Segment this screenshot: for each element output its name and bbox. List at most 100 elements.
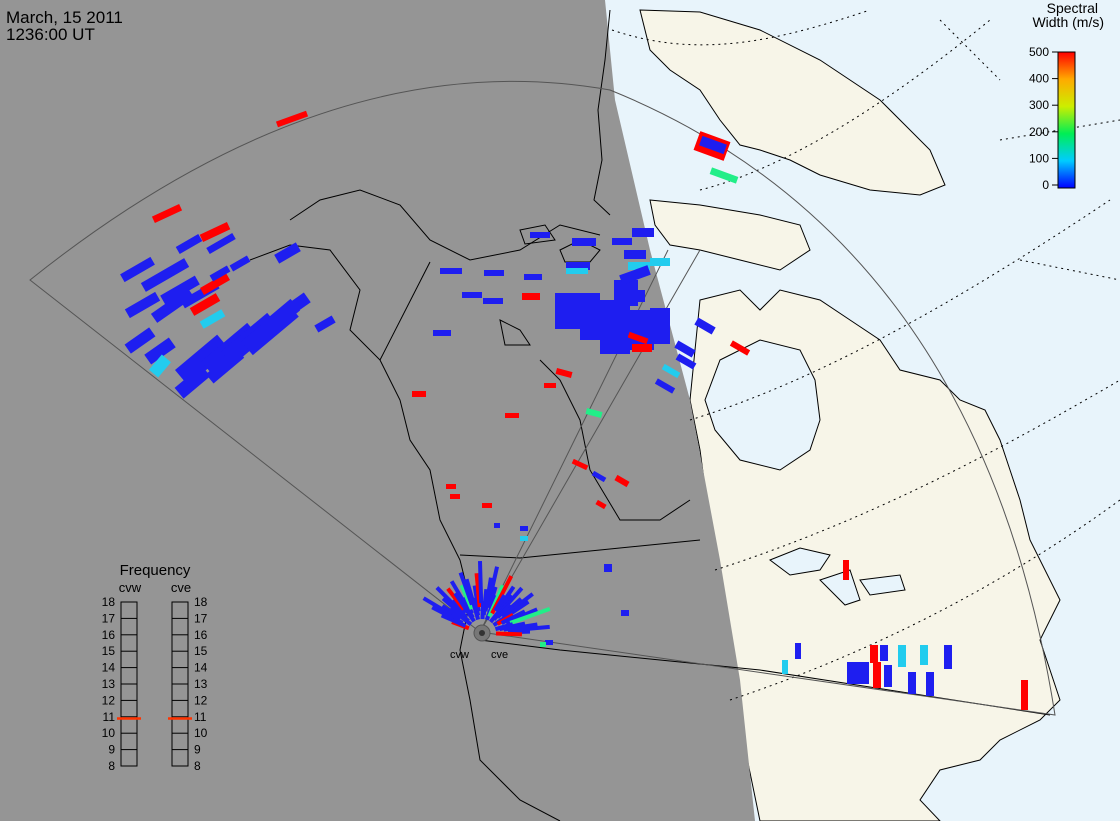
near-range-cell	[497, 585, 516, 610]
radar-site-dot	[479, 630, 485, 636]
scatter-cell	[540, 642, 546, 647]
scatter-cell	[279, 292, 311, 320]
frequency-tick-label: 12	[102, 693, 116, 707]
scatter-cell	[908, 672, 916, 694]
scatter-cell	[229, 255, 251, 272]
near-range-cell	[477, 560, 484, 604]
date-label: March, 15 2011	[6, 8, 123, 27]
frequency-tick-label: 15	[102, 644, 116, 658]
scatter-cell	[160, 275, 200, 305]
frequency-tick-label: 16	[194, 628, 208, 642]
near-range-cell	[441, 604, 459, 618]
scatter-cell	[612, 238, 632, 245]
frequency-tick-label: 9	[194, 743, 201, 757]
scatter-cell	[566, 268, 588, 274]
scatter-cell	[898, 645, 906, 667]
frequency-tick-label: 9	[108, 743, 115, 757]
colorbar-tick-label: 0	[1042, 178, 1049, 192]
scatter-cell	[572, 238, 596, 246]
near-range-cell	[422, 596, 461, 622]
scatter-cell	[544, 383, 556, 388]
scatter-cell	[571, 458, 589, 471]
frequency-tick-label: 8	[108, 759, 115, 773]
scatter-cell	[626, 310, 654, 350]
scatter-cell	[729, 340, 751, 356]
scatter-cell	[175, 334, 230, 386]
scatter-cell	[174, 365, 211, 399]
scatter-cell	[619, 265, 651, 285]
scatter-cell	[314, 315, 336, 333]
scatter-cell	[412, 391, 426, 397]
night-shade	[0, 0, 755, 821]
scatter-cell	[880, 645, 888, 661]
scatter-cell	[926, 672, 934, 696]
radar-label-cvw: cvw	[450, 649, 469, 661]
frequency-tick-label: 8	[194, 759, 201, 773]
frequency-panel: Frequency cvw cve 18 17 16 15 14 13 12 11 10 9 8 18…	[102, 562, 208, 773]
frequency-tick-label: 11	[194, 710, 207, 724]
scatter-cell	[1021, 680, 1028, 710]
frequency-tick-label: 14	[102, 661, 116, 675]
colorbar-tick-label: 300	[1029, 98, 1049, 112]
scatter-cell	[124, 291, 161, 319]
frequency-title: Frequency	[120, 562, 191, 579]
scatter-cell	[209, 265, 231, 282]
scatter-cell	[709, 167, 739, 184]
scatter-cell	[144, 337, 176, 365]
scatter-cell	[595, 499, 607, 510]
scatter-cell	[494, 523, 500, 528]
near-range-cell	[495, 631, 523, 637]
scatter-cell	[148, 354, 172, 378]
great-lakes	[768, 547, 906, 606]
scatter-cell	[847, 662, 869, 684]
scatter-cell	[624, 250, 646, 259]
scatter-cell	[446, 484, 456, 489]
scatter-cell	[627, 331, 649, 345]
scatter-cell	[870, 645, 878, 663]
scatter-cell	[140, 258, 190, 292]
near-range-cell	[458, 572, 474, 606]
frequency-tick-label: 16	[102, 628, 116, 642]
frequency-tick-label: 10	[194, 726, 208, 740]
scatter-cell	[175, 234, 203, 254]
frequency-tick-label: 18	[102, 595, 116, 609]
scatter-cell	[150, 288, 195, 323]
near-range-cell	[485, 566, 500, 609]
near-range-cell	[509, 606, 551, 625]
frequency-tick-label: 12	[194, 693, 208, 707]
scatter-cell	[585, 408, 603, 418]
scatter-cell	[275, 110, 309, 128]
scatter-cell	[462, 292, 482, 298]
radar-fov	[29, 80, 1056, 716]
scatter-cell	[199, 309, 226, 329]
radar-label-cve: cve	[491, 649, 508, 661]
scatter-cell	[650, 258, 670, 266]
scatter-cell	[520, 536, 528, 541]
scatter-cell	[632, 228, 654, 237]
near-range-cell	[451, 598, 467, 615]
near-range-cell	[504, 592, 534, 617]
frequency-radar-cvw: cvw	[119, 580, 142, 595]
scatter-cell	[555, 368, 573, 378]
scatter-cell	[699, 135, 727, 155]
near-range-cell	[507, 624, 550, 633]
scatter-cell	[600, 320, 628, 346]
frequency-tick-label: 14	[194, 661, 208, 675]
near-range-cell	[493, 594, 507, 612]
scatter-cell	[482, 503, 492, 508]
scatter-cell	[520, 526, 528, 531]
scatter-cell	[632, 344, 652, 352]
scatter-cell	[450, 494, 460, 499]
scatter-cell	[505, 413, 519, 418]
scatter-cell	[674, 340, 696, 358]
scatter-cell	[440, 268, 462, 274]
frequency-tick-label: 17	[194, 611, 208, 625]
scatter-cell	[628, 262, 650, 270]
scatter-cell	[884, 665, 892, 687]
colorbar-legend: Spectral Width (m/s) 500 400 300 200 100 0	[1029, 0, 1104, 192]
frequency-tick-label: 10	[102, 726, 116, 740]
near-range-cell	[511, 629, 531, 635]
scatter-cells	[120, 110, 1028, 710]
